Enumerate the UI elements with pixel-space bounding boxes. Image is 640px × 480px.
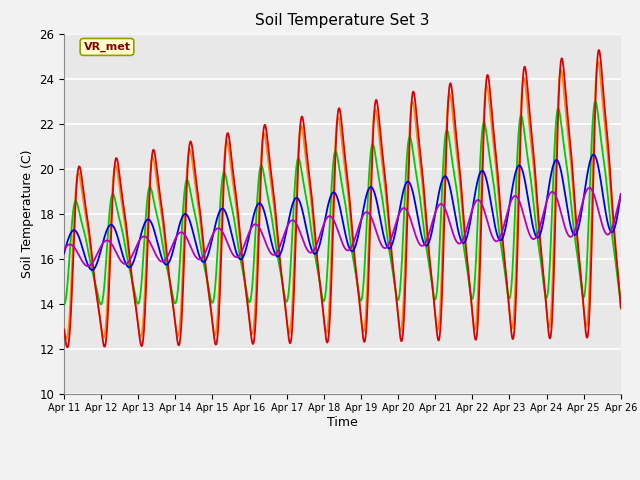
Text: VR_met: VR_met <box>83 42 131 52</box>
Legend: Tsoil -2cm, Tsoil -4cm, Tsoil -8cm, Tsoil -16cm, Tsoil -32cm: Tsoil -2cm, Tsoil -4cm, Tsoil -8cm, Tsoi… <box>70 477 614 480</box>
Title: Soil Temperature Set 3: Soil Temperature Set 3 <box>255 13 429 28</box>
X-axis label: Time: Time <box>327 416 358 429</box>
Y-axis label: Soil Temperature (C): Soil Temperature (C) <box>20 149 34 278</box>
